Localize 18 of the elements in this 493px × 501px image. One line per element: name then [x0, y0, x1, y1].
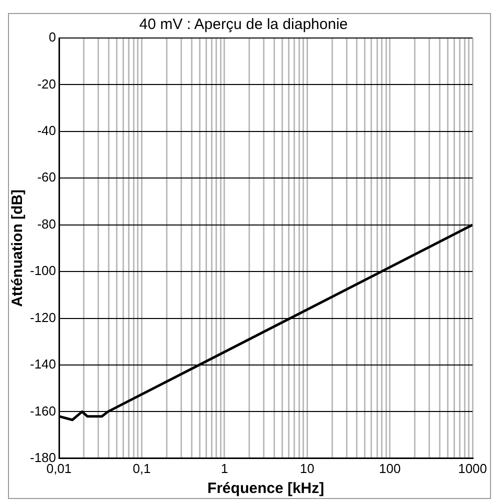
x-axis-title: Fréquence [kHz] — [207, 480, 324, 498]
y-tick-label: -120 — [30, 310, 56, 325]
x-tick-label: 1000 — [458, 460, 487, 476]
x-tick-label: 10 — [300, 460, 314, 476]
y-tick-label: -60 — [37, 170, 56, 185]
y-tick-label: -80 — [37, 216, 56, 232]
y-tick-label: -20 — [37, 76, 56, 92]
y-tick-label: -140 — [30, 356, 56, 372]
x-tick-label: 0,1 — [132, 460, 151, 476]
y-tick-label: -40 — [37, 123, 56, 138]
y-tick-label: -180 — [30, 450, 56, 465]
y-tick-label: -100 — [30, 263, 56, 278]
y-tick-label: -160 — [30, 403, 56, 418]
chart-title: 40 mV : Aperçu de la diaphonie — [139, 16, 348, 34]
y-axis-title: Atténuation [dB] — [9, 189, 26, 307]
y-tick-label: 0 — [48, 30, 56, 45]
x-tick-label: 1 — [220, 460, 228, 476]
x-tick-label: 100 — [378, 460, 401, 476]
